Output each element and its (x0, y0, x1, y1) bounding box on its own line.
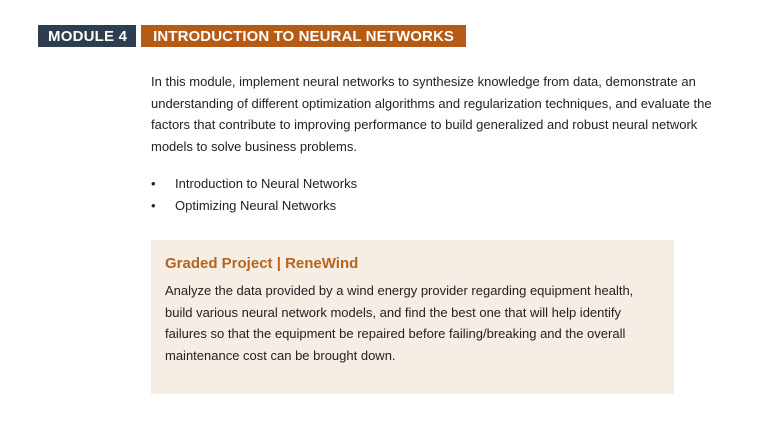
bullet-icon: • (151, 176, 156, 191)
project-title: Graded Project | ReneWind (165, 255, 359, 272)
list-item: • Optimizing Neural Networks (151, 195, 357, 217)
list-item: • Introduction to Neural Networks (151, 173, 357, 195)
module-title: INTRODUCTION TO NEURAL NETWORKS (141, 25, 466, 47)
module-description: In this module, implement neural network… (151, 74, 712, 154)
project-description: Analyze the data provided by a wind ener… (165, 283, 634, 363)
graded-project-box: Graded Project | ReneWind Analyze the da… (151, 240, 674, 394)
header-divider (136, 25, 142, 47)
module-number-tag: MODULE 4 (38, 25, 137, 47)
module-header: MODULE 4 INTRODUCTION TO NEURAL NETWORKS (38, 25, 466, 47)
topics-list: • Introduction to Neural Networks • Opti… (151, 173, 357, 217)
topic-label: Introduction to Neural Networks (175, 176, 358, 191)
bullet-icon: • (151, 198, 156, 213)
topic-label: Optimizing Neural Networks (175, 198, 337, 213)
